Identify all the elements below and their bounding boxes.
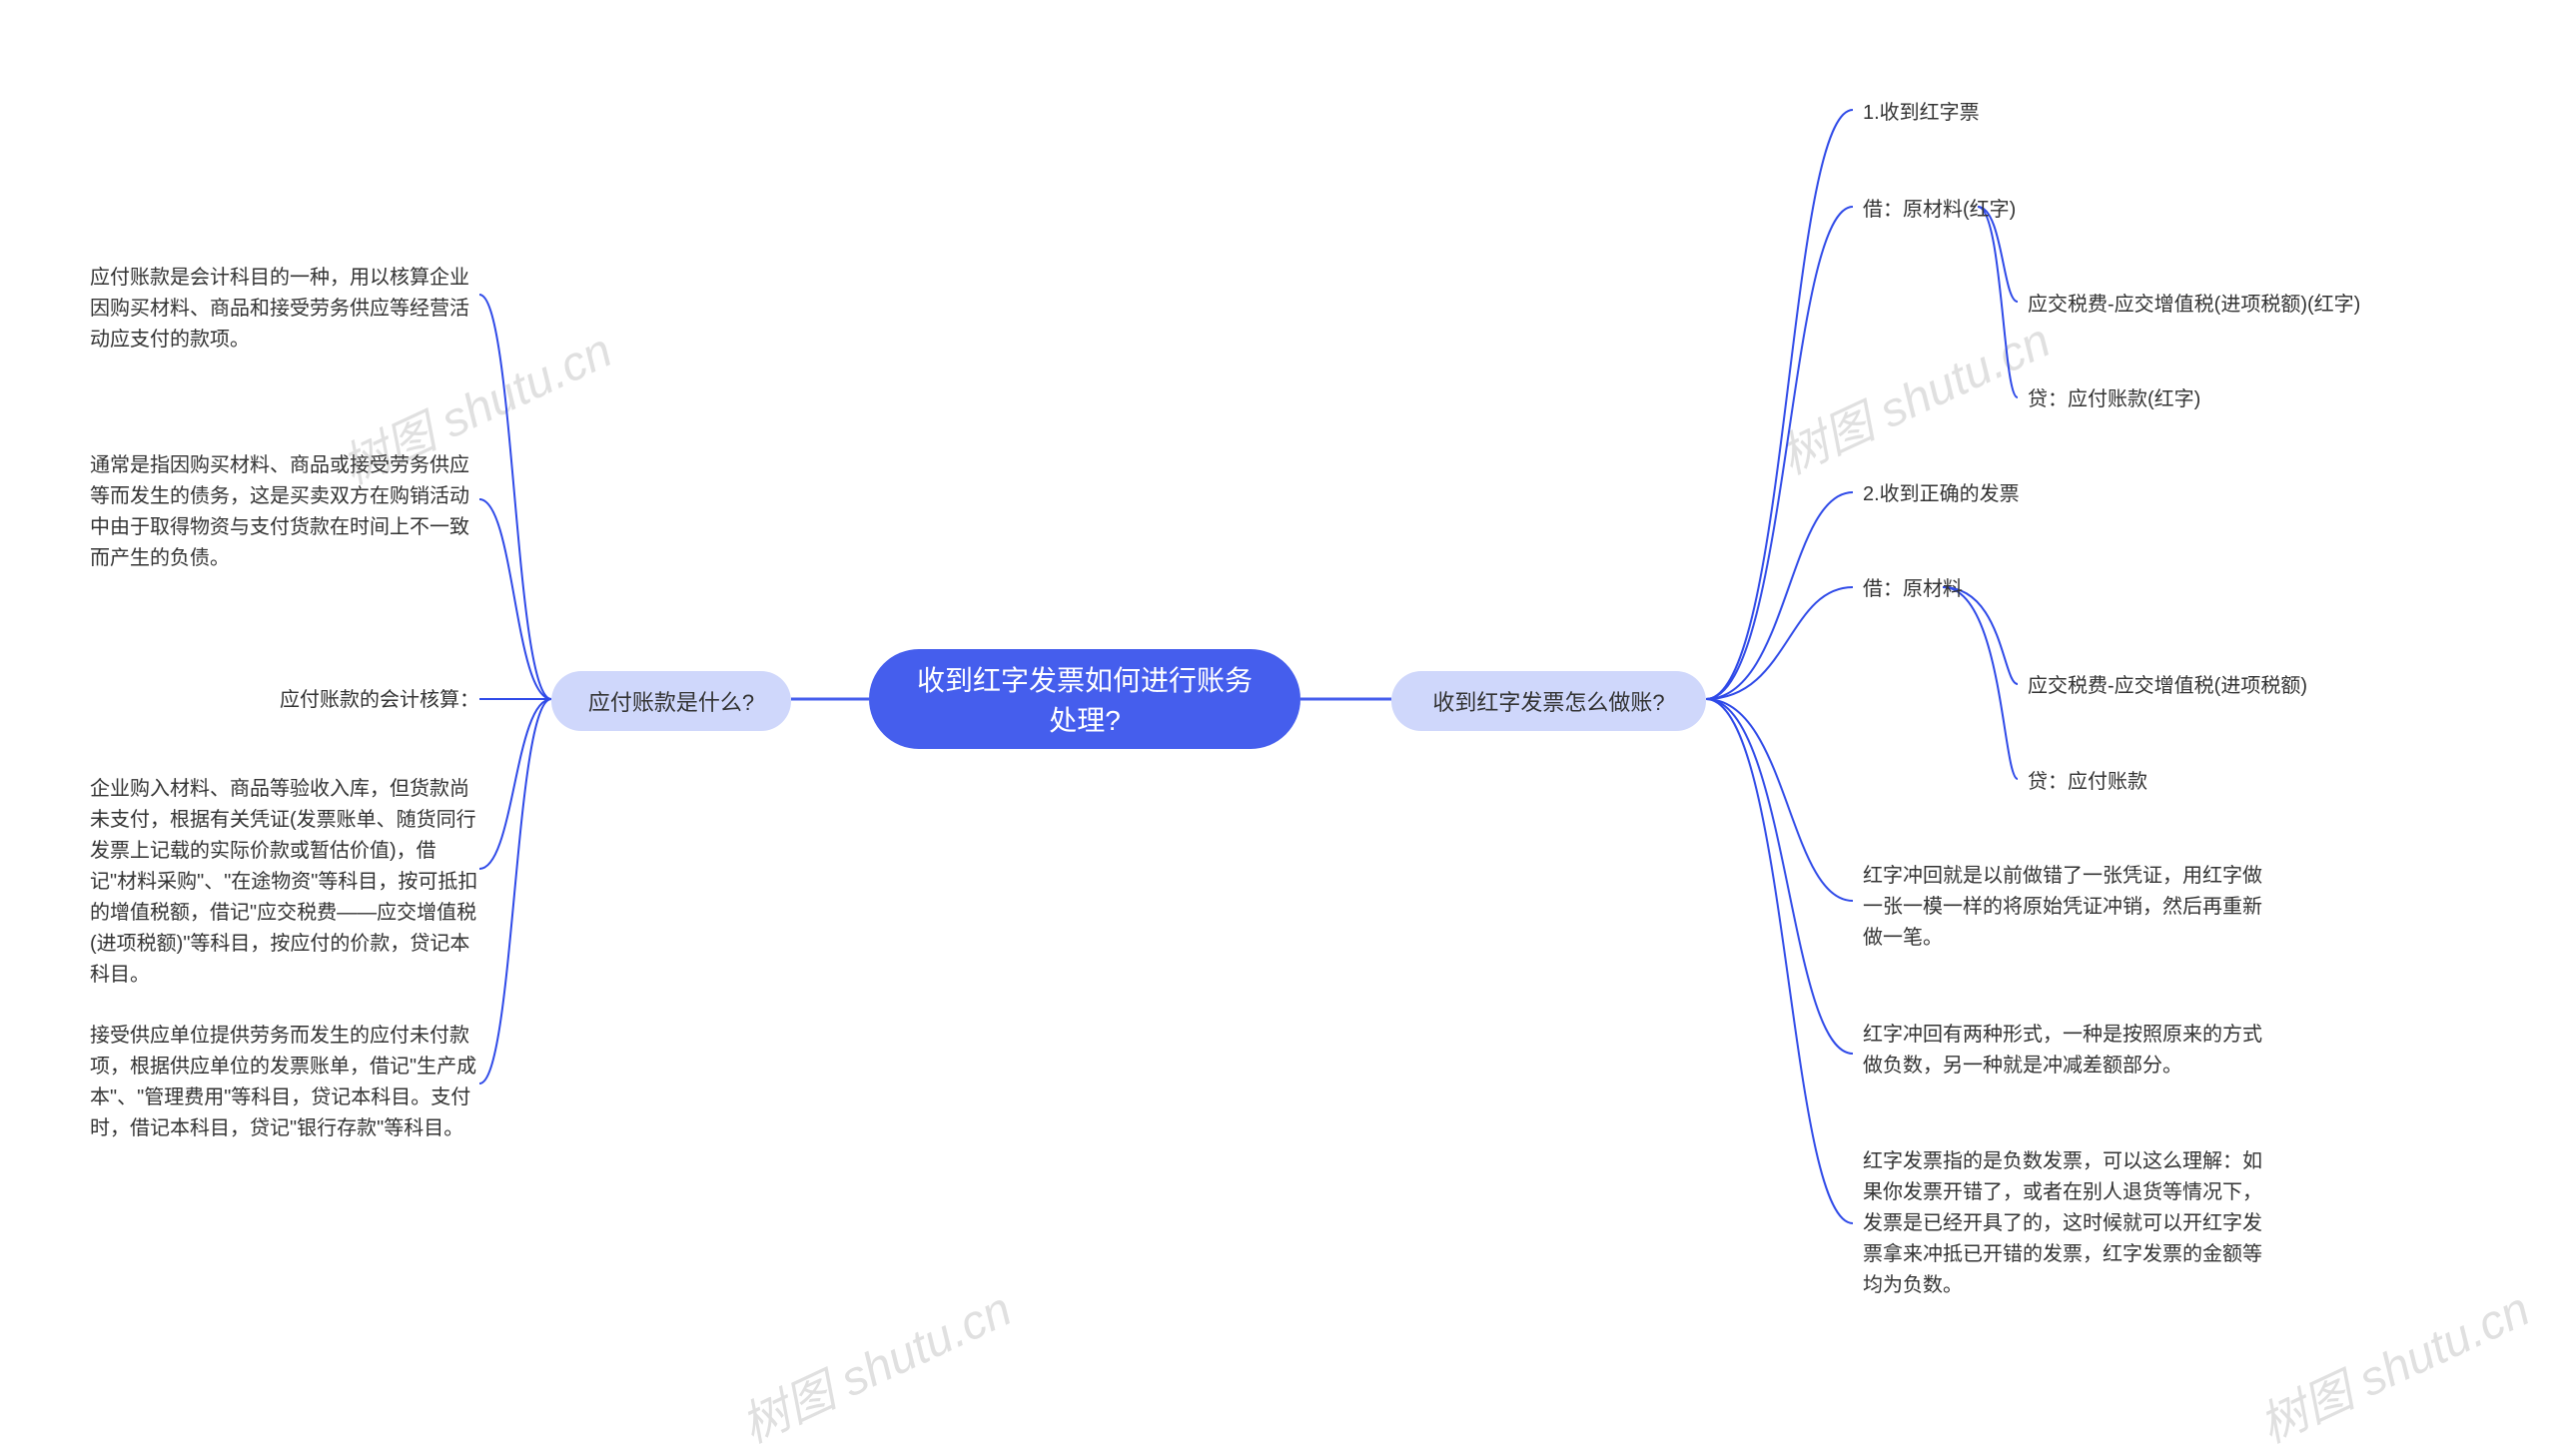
- leaf-content: 红字冲回有两种形式，一种是按照原来的方式做负数，另一种就是冲减差额部分。: [1863, 1024, 2262, 1077]
- leaf-content: 2.收到正确的发票: [1863, 483, 2020, 505]
- leaf-text[interactable]: 红字冲回有两种形式，一种是按照原来的方式做负数，另一种就是冲减差额部分。: [1863, 1020, 2262, 1082]
- leaf-text[interactable]: 1.收到红字票: [1863, 98, 1980, 129]
- leaf-text[interactable]: 企业购入材料、商品等验收入库，但货款尚未支付，根据有关凭证(发票账单、随货同行发…: [90, 774, 479, 991]
- leaf-content: 应交税费-应交增值税(进项税额)(红字): [2028, 294, 2360, 316]
- leaf-text[interactable]: 应交税费-应交增值税(进项税额): [2028, 671, 2307, 702]
- leaf-text[interactable]: 应交税费-应交增值税(进项税额)(红字): [2028, 290, 2360, 321]
- right-branch-label: 收到红字发票怎么做账?: [1432, 685, 1664, 717]
- left-branch-label: 应付账款是什么?: [588, 685, 754, 717]
- leaf-text[interactable]: 红字冲回就是以前做错了一张凭证，用红字做一张一模一样的将原始凭证冲销，然后再重新…: [1863, 861, 2262, 954]
- watermark: 树图 shutu.cn: [2246, 1270, 2539, 1456]
- left-branch-node[interactable]: 应付账款是什么?: [551, 671, 791, 731]
- right-branch-node[interactable]: 收到红字发票怎么做账?: [1391, 671, 1706, 731]
- leaf-text[interactable]: 应付账款是会计科目的一种，用以核算企业因购买材料、商品和接受劳务供应等经营活动应…: [90, 263, 479, 356]
- leaf-content: 通常是指因购买材料、商品或接受劳务供应等而发生的债务，这是买卖双方在购销活动中由…: [90, 454, 469, 569]
- leaf-content: 1.收到红字票: [1863, 102, 1980, 124]
- leaf-content: 贷：应付账款: [2028, 771, 2147, 793]
- mindmap-center-node[interactable]: 收到红字发票如何进行账务处理?: [869, 649, 1300, 749]
- leaf-text[interactable]: 贷：应付账款(红字): [2028, 384, 2200, 415]
- leaf-text[interactable]: 贷：应付账款: [2028, 767, 2147, 798]
- center-label: 收到红字发票如何进行账务处理?: [909, 659, 1261, 739]
- leaf-content: 贷：应付账款(红字): [2028, 388, 2200, 410]
- leaf-content: 红字冲回就是以前做错了一张凭证，用红字做一张一模一样的将原始凭证冲销，然后再重新…: [1863, 865, 2262, 949]
- leaf-content: 应付账款是会计科目的一种，用以核算企业因购买材料、商品和接受劳务供应等经营活动应…: [90, 267, 469, 351]
- leaf-text[interactable]: 接受供应单位提供劳务而发生的应付未付款项，根据供应单位的发票账单，借记"生产成本…: [90, 1021, 479, 1144]
- leaf-text[interactable]: 应付账款的会计核算：: [90, 685, 479, 716]
- leaf-text[interactable]: 2.收到正确的发票: [1863, 479, 2020, 510]
- watermark: 树图 shutu.cn: [728, 1270, 1021, 1456]
- leaf-content: 借：原材料: [1863, 578, 1963, 600]
- leaf-text[interactable]: 借：原材料(红字): [1863, 195, 2016, 226]
- leaf-content: 企业购入材料、商品等验收入库，但货款尚未支付，根据有关凭证(发票账单、随货同行发…: [90, 778, 477, 986]
- leaf-content: 借：原材料(红字): [1863, 199, 2016, 221]
- leaf-text[interactable]: 红字发票指的是负数发票，可以这么理解：如果你发票开错了，或者在别人退货等情况下，…: [1863, 1146, 2262, 1301]
- leaf-content: 红字发票指的是负数发票，可以这么理解：如果你发票开错了，或者在别人退货等情况下，…: [1863, 1150, 2262, 1296]
- watermark: 树图 shutu.cn: [1767, 302, 2060, 487]
- leaf-content: 应付账款的会计核算：: [280, 689, 479, 711]
- leaf-content: 应交税费-应交增值税(进项税额): [2028, 675, 2307, 697]
- leaf-text[interactable]: 借：原材料: [1863, 574, 1963, 605]
- leaf-content: 接受供应单位提供劳务而发生的应付未付款项，根据供应单位的发票账单，借记"生产成本…: [90, 1025, 476, 1139]
- leaf-text[interactable]: 通常是指因购买材料、商品或接受劳务供应等而发生的债务，这是买卖双方在购销活动中由…: [90, 450, 479, 574]
